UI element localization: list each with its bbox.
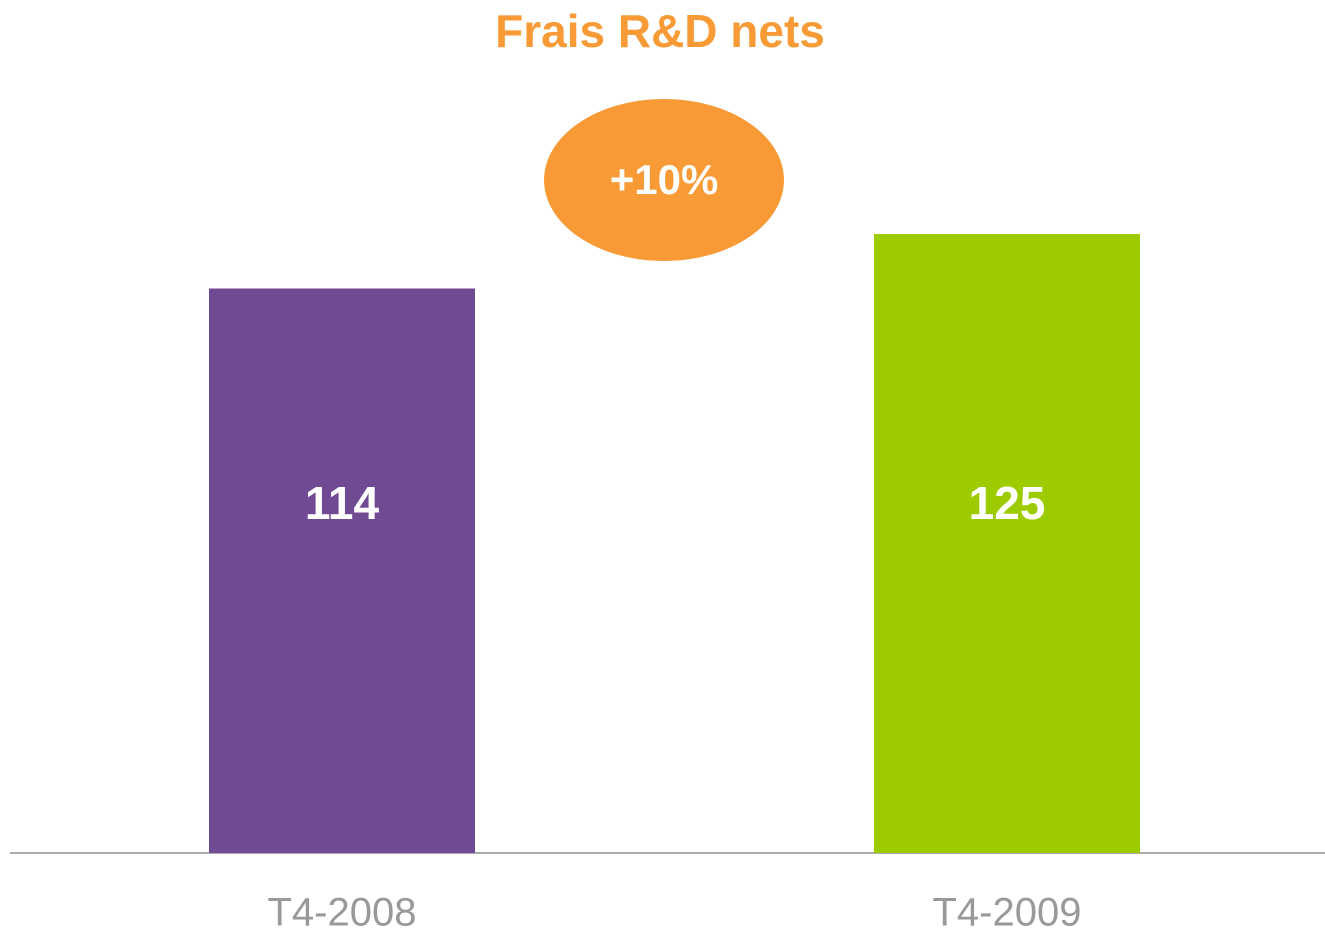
x-tick-label: T4-2009 bbox=[933, 891, 1082, 935]
value-label: 114 bbox=[305, 477, 380, 529]
bar bbox=[874, 234, 1140, 853]
x-tick-label: T4-2008 bbox=[268, 891, 417, 935]
annotation-badge bbox=[544, 99, 784, 261]
bar bbox=[209, 288, 475, 854]
value-label: 125 bbox=[969, 477, 1046, 529]
annotation: +10% bbox=[610, 156, 719, 203]
chart-title: Frais R&D nets bbox=[495, 5, 825, 57]
